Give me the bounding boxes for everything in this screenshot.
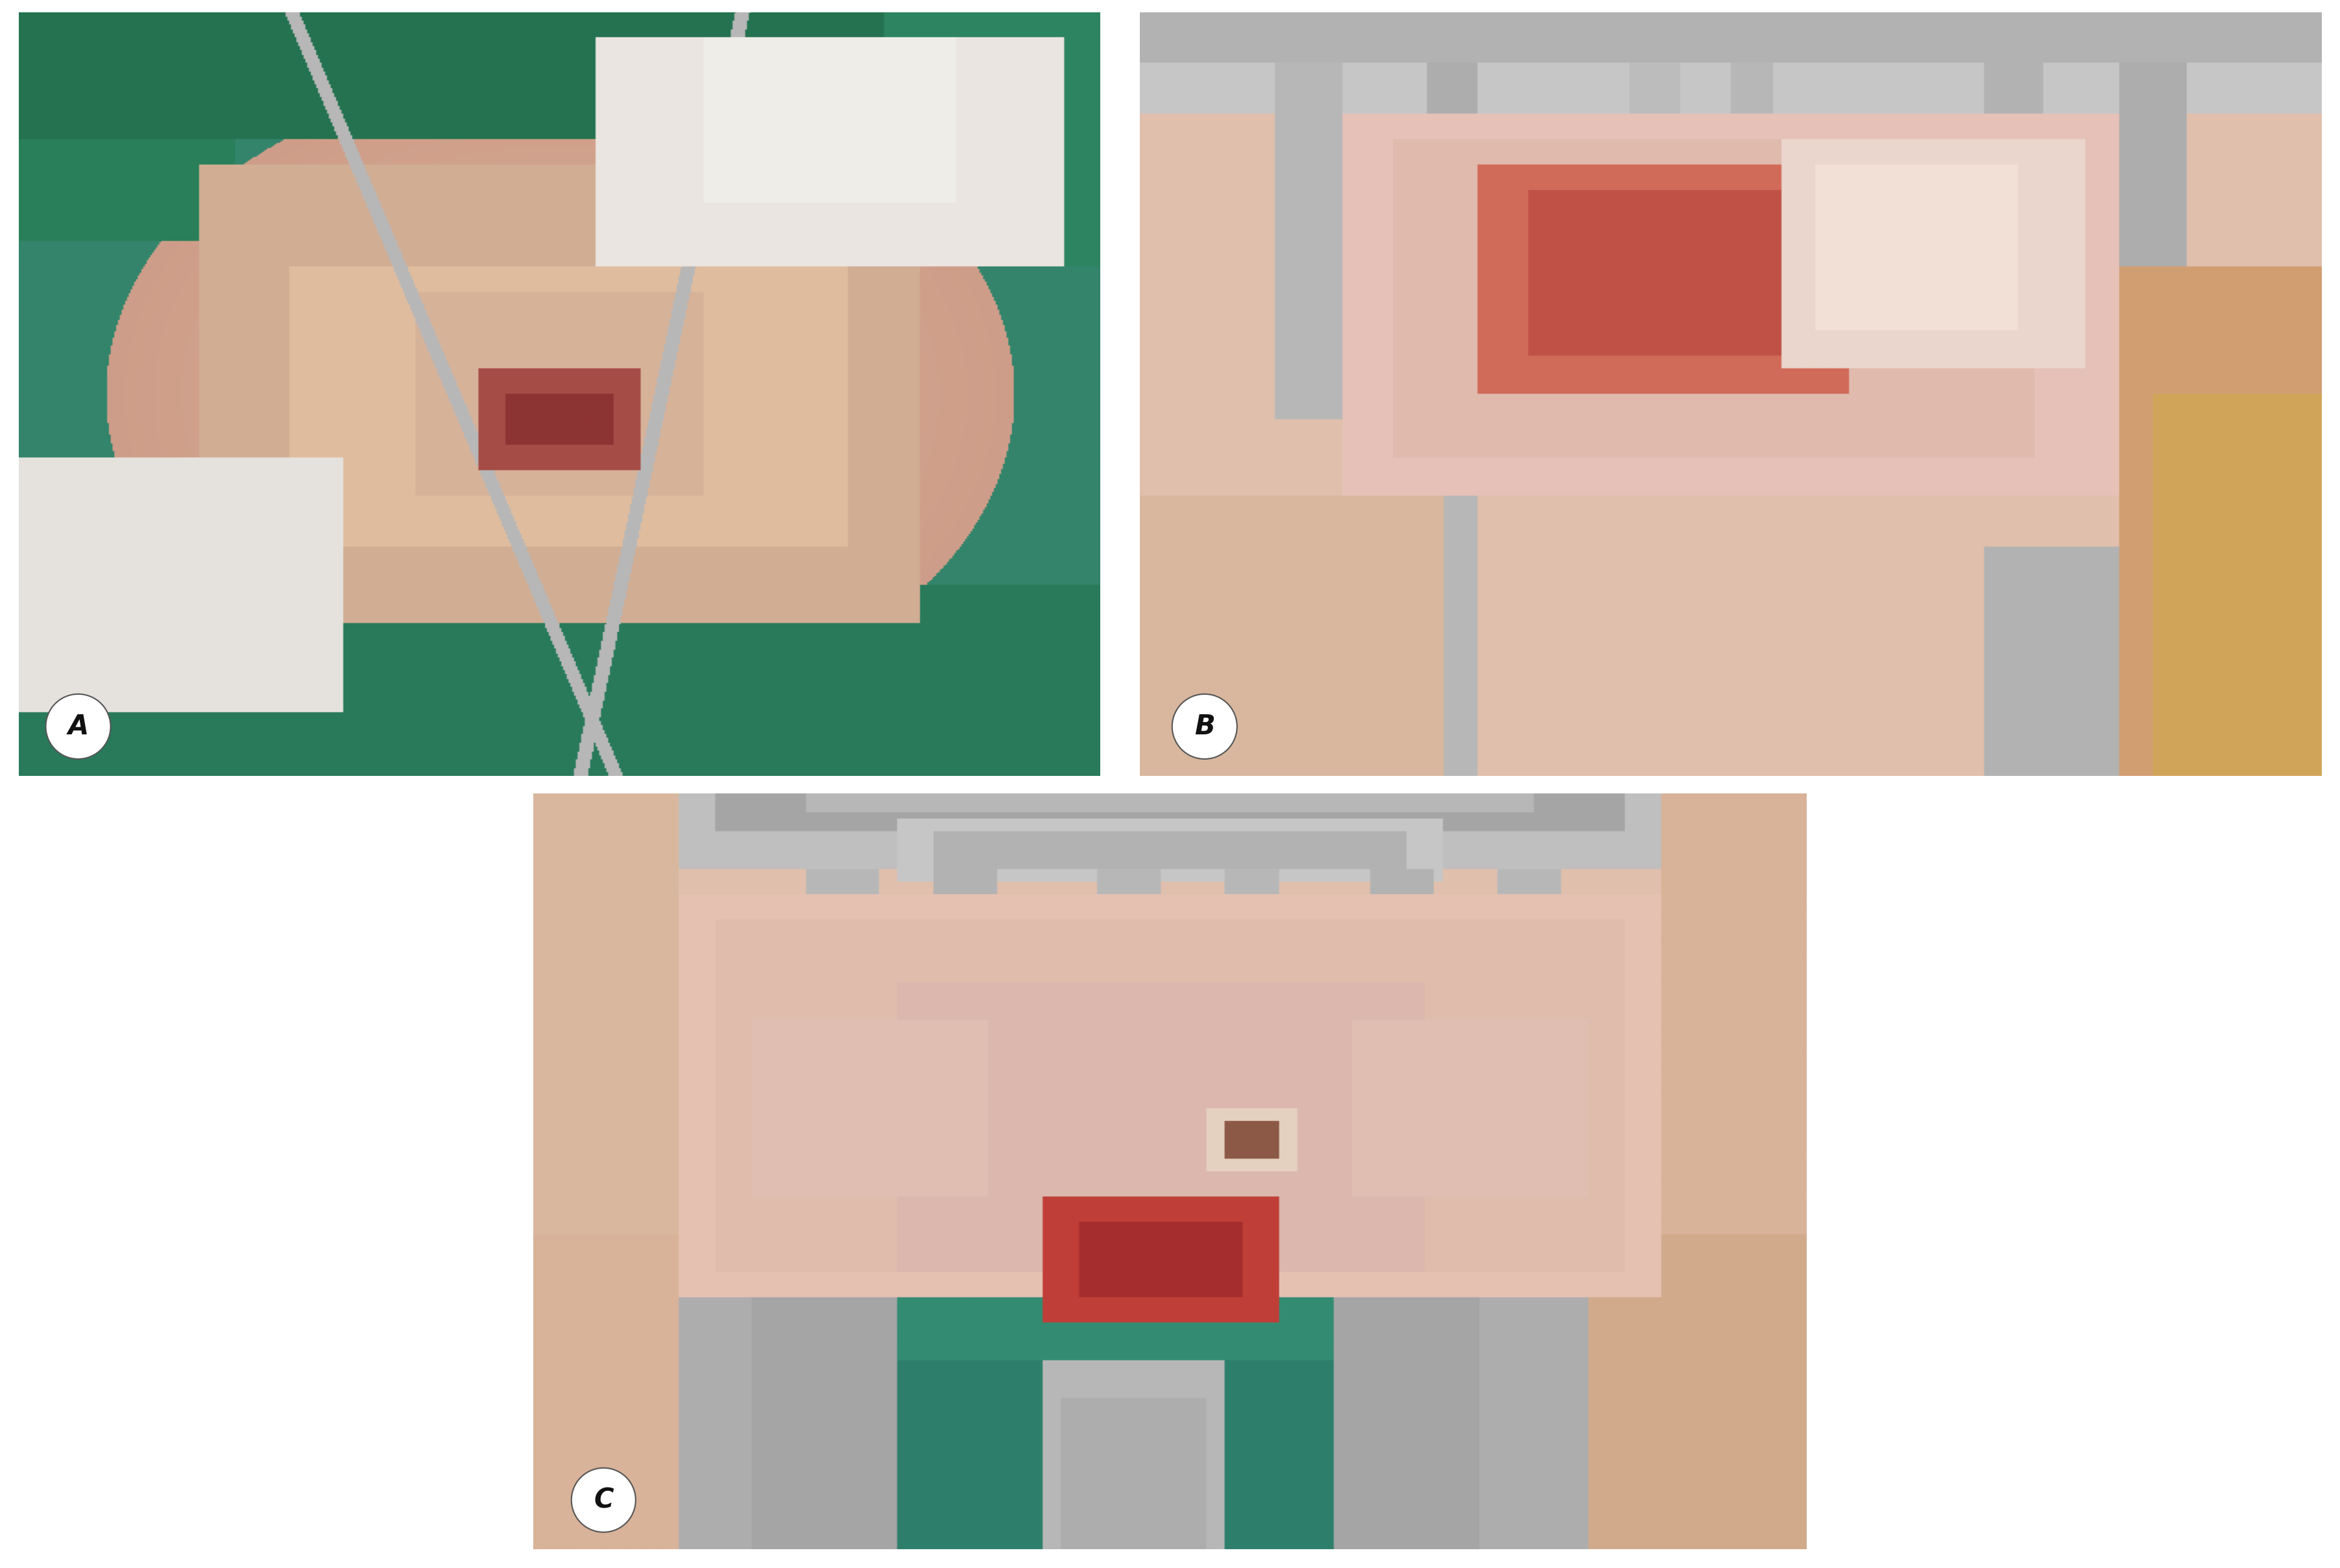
Text: C: C [594,1486,613,1513]
Ellipse shape [47,695,110,759]
Ellipse shape [1172,695,1238,759]
Text: B: B [1193,713,1214,740]
Ellipse shape [571,1468,636,1532]
Text: A: A [68,713,89,740]
